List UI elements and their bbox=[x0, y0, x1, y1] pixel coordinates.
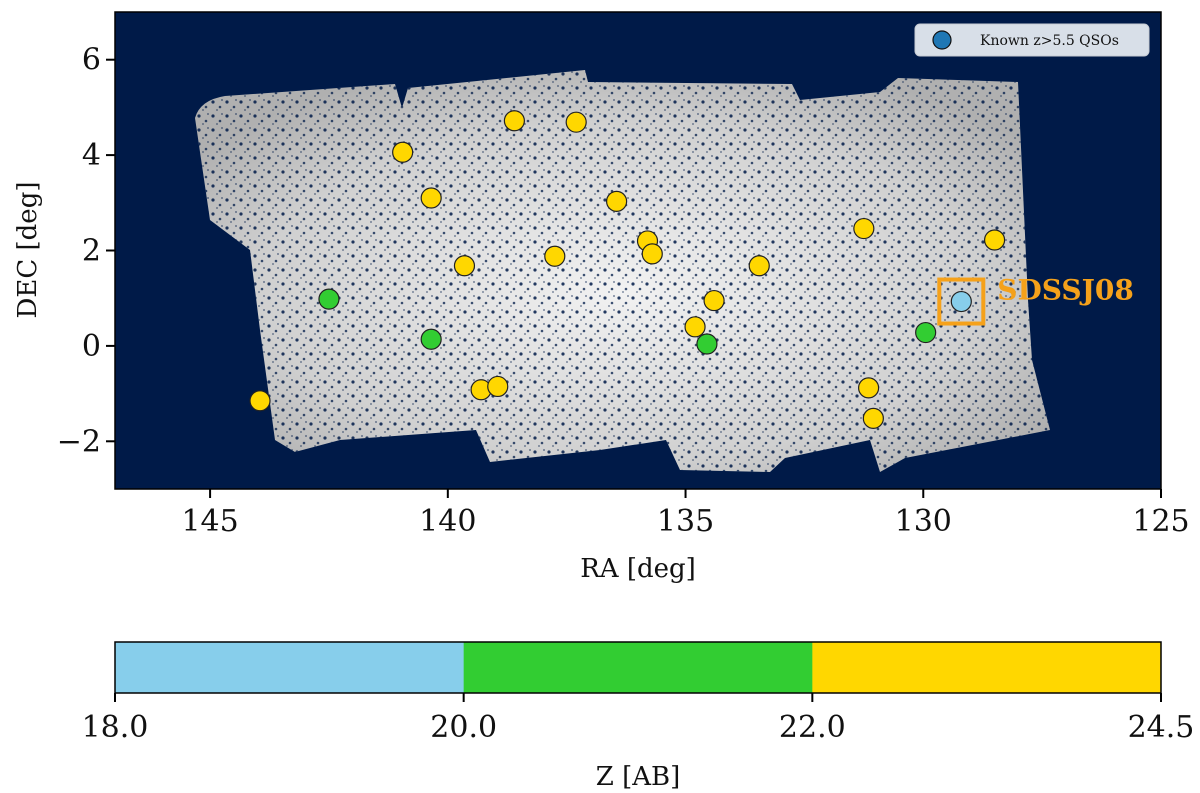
qso-point bbox=[684, 316, 706, 338]
qso-point bbox=[606, 190, 628, 212]
x-axis-label: RA [deg] bbox=[580, 554, 696, 584]
qso-point bbox=[703, 289, 725, 312]
qso-point bbox=[950, 290, 972, 313]
qso-point bbox=[420, 187, 442, 209]
colorbar-tick-label: 18.0 bbox=[82, 710, 149, 745]
x-tick-label: 145 bbox=[181, 504, 238, 539]
qso-point bbox=[318, 288, 340, 310]
qso-point bbox=[696, 333, 718, 355]
colorbar: 18.0 20.0 22.0 24.5 bbox=[82, 642, 1195, 745]
qso-point bbox=[420, 328, 442, 350]
qso-point bbox=[392, 141, 414, 163]
qso-point bbox=[544, 245, 566, 267]
colorbar-label: Z [AB] bbox=[596, 762, 681, 792]
x-tick-label: 125 bbox=[1132, 504, 1189, 539]
x-tick-label: 140 bbox=[419, 504, 476, 539]
qso-point bbox=[853, 217, 875, 240]
colorbar-tick-label: 22.0 bbox=[779, 710, 846, 745]
qso-point bbox=[565, 111, 587, 133]
y-axis-label: DEC [deg] bbox=[13, 182, 43, 319]
legend-label: Known z>5.5 QSOs bbox=[980, 33, 1119, 49]
qso-point bbox=[249, 390, 271, 412]
qso-point bbox=[487, 375, 509, 398]
legend-marker bbox=[932, 30, 952, 50]
qso-point bbox=[748, 255, 770, 277]
qso-point bbox=[453, 255, 476, 277]
survey-field bbox=[195, 70, 1050, 472]
qso-points bbox=[249, 110, 1006, 430]
y-tick-label: 0 bbox=[82, 329, 101, 364]
annotation-box bbox=[937, 277, 986, 326]
qso-point bbox=[915, 321, 937, 344]
colorbar-tick-label: 24.5 bbox=[1128, 710, 1195, 745]
qso-point bbox=[862, 407, 884, 430]
y-tick-label: 4 bbox=[82, 138, 101, 173]
colorbar-segment bbox=[463, 642, 813, 693]
colorbar-tick-label: 20.0 bbox=[430, 710, 497, 745]
y-tick-label: 6 bbox=[82, 43, 101, 78]
y-tick-label: 2 bbox=[82, 234, 101, 269]
colorbar-segment bbox=[115, 642, 465, 693]
colorbar-frame bbox=[114, 641, 1162, 694]
x-tick-label: 135 bbox=[657, 504, 714, 539]
colorbar-segment bbox=[812, 642, 1162, 693]
qso-point bbox=[857, 377, 880, 399]
qso-point bbox=[503, 110, 525, 132]
annotation-label: SDSSJ08 bbox=[997, 274, 1134, 307]
qso-point bbox=[983, 229, 1006, 251]
qso-point bbox=[641, 243, 663, 265]
legend: Known z>5.5 QSOs bbox=[914, 23, 1150, 57]
y-tick-label: −2 bbox=[57, 424, 101, 459]
x-tick-label: 130 bbox=[895, 504, 952, 539]
